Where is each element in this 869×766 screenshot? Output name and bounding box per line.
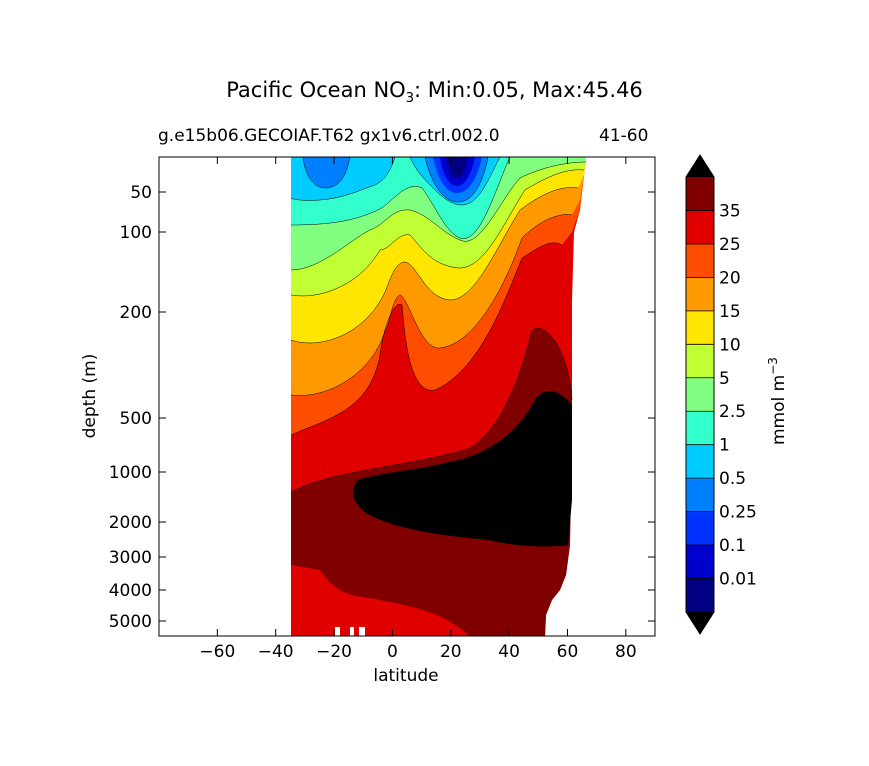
colorbar-segment	[686, 177, 714, 211]
y-tick-label: 100	[120, 223, 152, 243]
x-axis: −60 −40 −20 0 20 40 60 80	[199, 157, 637, 662]
y-tick-label: 3000	[109, 548, 152, 568]
land-mask	[350, 627, 354, 636]
colorbar-segment	[686, 377, 714, 412]
colorbar-segment	[686, 277, 714, 312]
colorbar-label: mmol m−3	[766, 357, 789, 445]
contour-field	[290, 157, 587, 636]
x-tick-label: −40	[258, 642, 294, 662]
colorbar-extend-top	[686, 155, 714, 177]
contour-band-under-0.01	[447, 157, 468, 178]
axes-frame	[158, 156, 656, 637]
colorbar-tick-label: 2.5	[719, 402, 746, 422]
colorbar-segment	[686, 411, 714, 446]
colorbar-segment	[686, 210, 714, 245]
colorbar-segment	[686, 310, 714, 345]
colorbar-tick-label: 1	[719, 436, 730, 456]
year-range: 41-60	[599, 126, 649, 146]
x-tick-label: −20	[316, 642, 352, 662]
colorbar-tick-label: 0.5	[719, 469, 746, 489]
y-tick-label: 5000	[109, 612, 152, 632]
colorbar-tick-label: 0.1	[719, 536, 746, 556]
colorbar-tick-label: 25	[719, 235, 741, 255]
colorbar-segment	[686, 243, 714, 278]
colorbar-tick-label: 5	[719, 369, 730, 389]
colorbar-ticks: 0.01 0.1 0.25 0.5 1 2.5 5 10 15 20 25 35	[686, 201, 757, 590]
colorbar-segment	[686, 578, 714, 613]
contour-band-over-max	[353, 390, 572, 547]
colorbar-segment	[686, 344, 714, 379]
y-axis-label: depth (m)	[80, 354, 100, 439]
y-tick-label: 1000	[109, 463, 152, 483]
chart-title: Pacific Ocean NO3: Min:0.05, Max:45.46	[226, 78, 643, 107]
colorbar-tick-label: 15	[719, 302, 741, 322]
colorbar-tick-label: 0.01	[719, 570, 757, 590]
x-tick-label: 60	[557, 642, 579, 662]
x-tick-label: 40	[498, 642, 520, 662]
colorbar-tick-label: 20	[719, 268, 741, 288]
x-tick-label: 80	[615, 642, 637, 662]
y-tick-label: 200	[120, 303, 152, 323]
land-mask	[335, 627, 340, 636]
x-axis-label: latitude	[373, 666, 438, 686]
y-axis: 50 100 200 500 1000 2000 3000 4000 5000	[109, 183, 655, 632]
y-tick-label: 50	[130, 183, 152, 203]
y-tick-label: 500	[120, 409, 152, 429]
colorbar-tick-label: 10	[719, 335, 741, 355]
colorbar-tick-label: 35	[719, 201, 741, 221]
colorbar-extend-bottom	[686, 612, 714, 634]
run-name: g.e15b06.GECOIAF.T62 gx1v6.ctrl.002.0	[158, 126, 500, 146]
y-tick-label: 2000	[109, 513, 152, 533]
colorbar-tick-label: 0.25	[719, 503, 757, 523]
colorbar-outline	[685, 154, 715, 635]
colorbar-segment	[686, 545, 714, 580]
x-tick-label: −60	[199, 642, 235, 662]
colorbar-segment	[686, 444, 714, 479]
y-tick-label: 4000	[109, 581, 152, 601]
x-tick-label: 0	[387, 642, 398, 662]
colorbar-segment	[686, 478, 714, 513]
x-tick-label: 20	[440, 642, 462, 662]
colorbar-segment	[686, 511, 714, 546]
colorbar	[685, 154, 715, 635]
land-mask	[359, 627, 365, 636]
